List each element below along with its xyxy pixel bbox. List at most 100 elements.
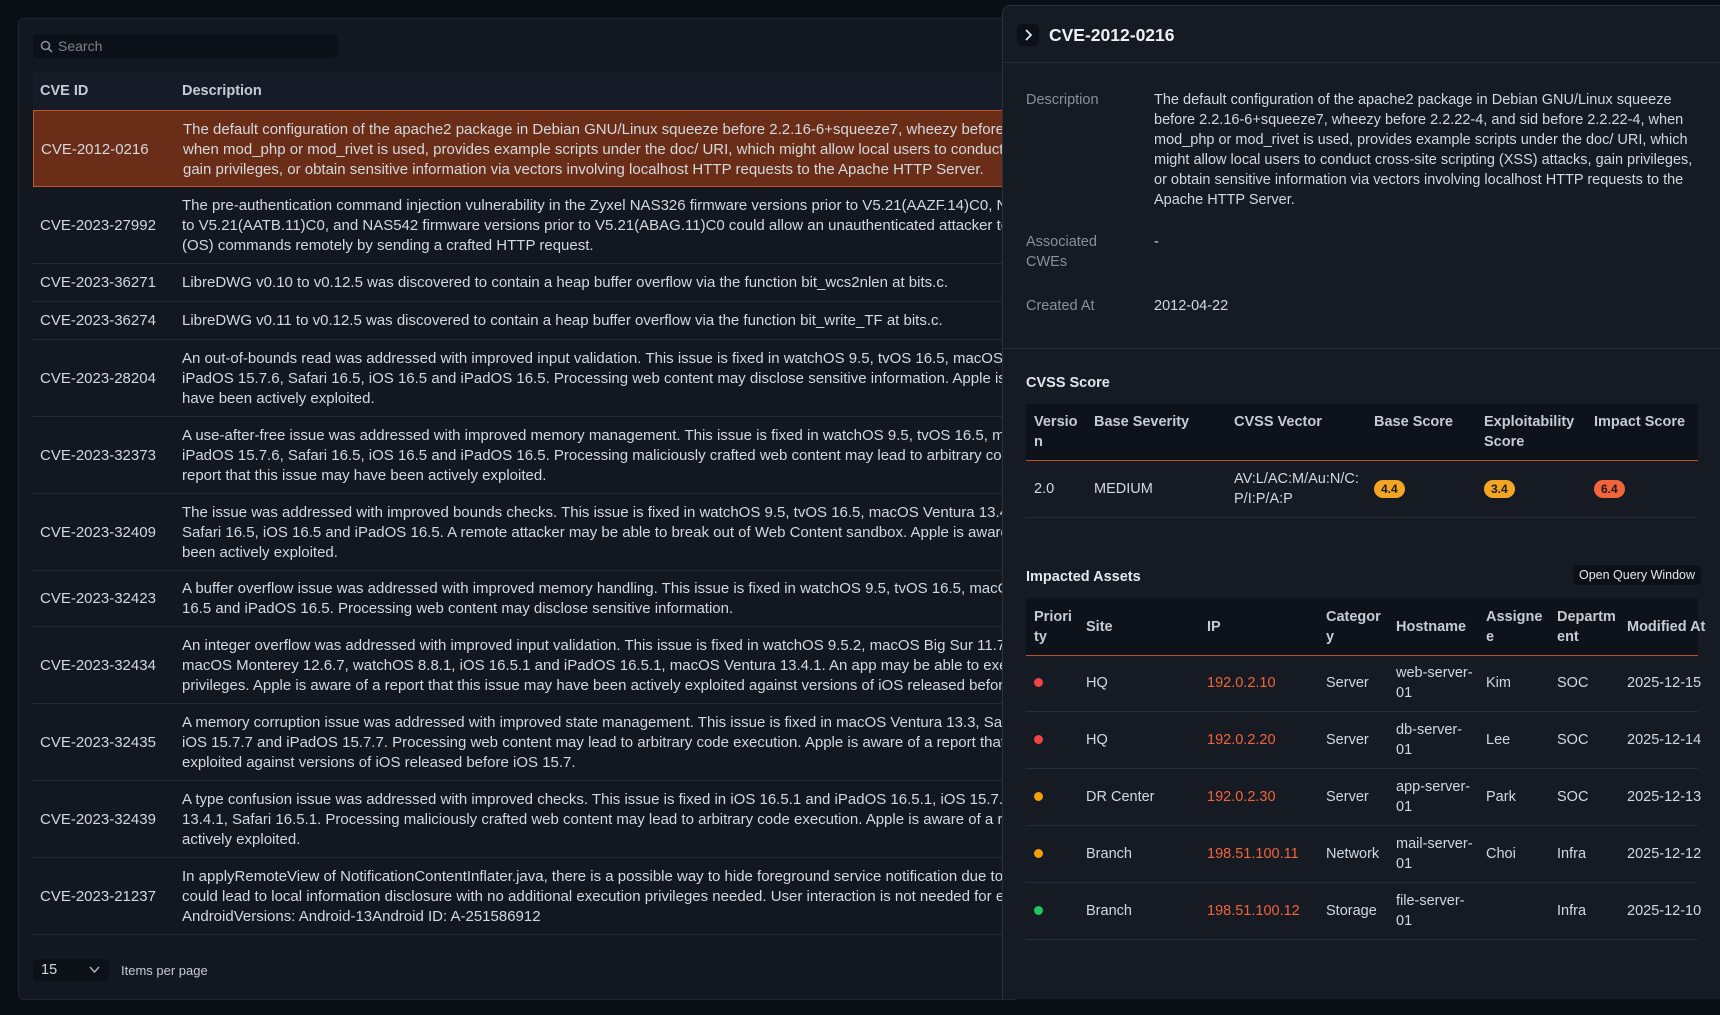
description-line: An integer overflow was addressed with i… xyxy=(182,636,1020,654)
asset-cell: 2025-12-15 xyxy=(1627,675,1702,691)
description-line: exploited against versions of iOS releas… xyxy=(182,753,576,771)
cve-row[interactable]: CVE-2023-36274 LibreDWG v0.11 to v0.12.5 … xyxy=(33,302,1019,340)
row-divider xyxy=(1026,882,1698,883)
assets-header xyxy=(1026,598,1698,656)
asset-cell[interactable]: 192.0.2.30 xyxy=(1207,789,1276,805)
description-line: Safari 16.5, iOS 16.5 and iPadOS 16.5. A… xyxy=(182,523,1020,541)
cve-row[interactable]: CVE-2023-36271 LibreDWG v0.10 to v0.12.5 … xyxy=(33,264,1019,302)
cve-row[interactable]: CVE-2023-32409 The issue was addressed wi… xyxy=(33,494,1020,571)
description-line: been actively exploited. xyxy=(182,543,338,561)
cve-row[interactable]: CVE-2023-28204 An out-of-bounds read was … xyxy=(33,340,1020,417)
table-header: CVE ID Description xyxy=(33,73,1019,111)
description-line: A buffer overflow issue was addressed wi… xyxy=(182,580,1020,597)
search-icon xyxy=(40,40,53,53)
cve-id: CVE-2023-32435 xyxy=(40,733,156,751)
cve-description: The issue was addressed with improved bo… xyxy=(182,503,1020,563)
divider xyxy=(1003,348,1720,349)
chevron-down xyxy=(89,966,100,974)
cve-row[interactable]: CVE-2023-21237 In applyRemoteView of Noti… xyxy=(33,858,1020,935)
asset-column-header: Hostname xyxy=(1396,619,1467,635)
cve-id: CVE-2023-28204 xyxy=(40,369,156,387)
description-line: LibreDWG v0.10 to v0.12.5 was discovered… xyxy=(182,274,948,291)
cve-row[interactable]: CVE-2023-32373 A use-after-free issue was… xyxy=(33,417,1020,494)
cve-description: The pre-authentication command injection… xyxy=(182,196,1020,256)
description-line: to V5.21(AATB.11)C0, and NAS542 firmware… xyxy=(182,216,1020,234)
cve-row[interactable]: CVE-2023-27992 The pre-authentication com… xyxy=(33,187,1020,264)
description-line: (OS) commands remotely by sending a craf… xyxy=(182,236,594,254)
row-divider xyxy=(1026,768,1698,769)
cve-id: CVE-2012-0216 xyxy=(41,140,149,158)
description-line: iPadOS 15.7.6, Safari 16.5, iOS 16.5 and… xyxy=(182,446,1020,464)
cve-list-panel: Search CVE ID Description CVE-2012-0216 Th… xyxy=(18,18,1020,1000)
asset-column-header: Department xyxy=(1557,609,1616,645)
field-label: Created At xyxy=(1026,298,1095,314)
description-line: A memory corruption issue was addressed … xyxy=(182,713,1020,731)
asset-column-header: Category xyxy=(1326,609,1381,645)
open-query-button[interactable]: Open Query Window xyxy=(1573,565,1702,585)
cve-description: A buffer overflow issue was addressed wi… xyxy=(182,579,1020,619)
cve-id: CVE-2023-32434 xyxy=(40,656,156,674)
collapse-button[interactable] xyxy=(1017,24,1039,46)
asset-cell: file-server-01 xyxy=(1396,893,1465,929)
section-title: Impacted Assets xyxy=(1026,569,1141,585)
asset-cell: 2025-12-14 xyxy=(1627,732,1702,748)
asset-cell: Server xyxy=(1326,789,1369,805)
cve-description: An out-of-bounds read was addressed with… xyxy=(182,349,1020,409)
cve-description: In applyRemoteView of NotificationConten… xyxy=(182,867,1020,927)
cve-id: CVE-2023-32423 xyxy=(40,590,156,607)
cvss-column-header: Exploitability Score xyxy=(1484,414,1575,450)
asset-cell: 2025-12-12 xyxy=(1627,846,1702,862)
score-badge: 3.4 xyxy=(1484,480,1515,498)
asset-cell: Storage xyxy=(1326,903,1377,919)
cve-row[interactable]: CVE-2023-32435 A memory corruption issue … xyxy=(33,704,1020,781)
detail-drawer: CVE-2012-0216 Description The default con… xyxy=(1002,5,1720,999)
cve-row[interactable]: CVE-2012-0216 The default configuration o… xyxy=(33,110,1020,187)
row-divider xyxy=(1026,711,1698,712)
column-header: CVE ID xyxy=(40,83,89,99)
cve-description: The default configuration of the apache2… xyxy=(183,120,1020,180)
priority-dot xyxy=(1034,849,1043,858)
asset-column-header: Assignee xyxy=(1486,609,1543,645)
description-line: macOS Monterey 12.6.7, watchOS 8.8.1, iO… xyxy=(182,656,1020,674)
asset-column-header: Priority xyxy=(1034,609,1072,645)
cve-description: LibreDWG v0.11 to v0.12.5 was discovered… xyxy=(182,311,943,331)
description-line: iPadOS 15.7.6, Safari 16.5, iOS 16.5 and… xyxy=(182,369,1020,387)
asset-cell[interactable]: 192.0.2.20 xyxy=(1207,732,1276,748)
asset-cell[interactable]: 198.51.100.12 xyxy=(1207,903,1300,919)
cve-row[interactable]: CVE-2023-32434 An integer overflow was ad… xyxy=(33,627,1020,704)
asset-cell: web-server-01 xyxy=(1396,665,1473,701)
cvss-column-header: CVSS Vector xyxy=(1234,414,1322,430)
asset-cell: HQ xyxy=(1086,732,1108,748)
section-title: CVSS Score xyxy=(1026,375,1110,391)
asset-cell: SOC xyxy=(1557,732,1589,748)
description-line: could lead to local information disclosu… xyxy=(182,887,1020,905)
cve-id: CVE-2023-21237 xyxy=(40,887,156,905)
asset-cell: 2025-12-10 xyxy=(1627,903,1702,919)
search-placeholder: Search xyxy=(58,38,103,54)
cvss-cell: MEDIUM xyxy=(1094,481,1153,497)
cve-row[interactable]: CVE-2023-32439 A type confusion issue was… xyxy=(33,781,1020,858)
asset-cell[interactable]: 198.51.100.11 xyxy=(1207,846,1299,862)
page-size-select[interactable]: 15 xyxy=(33,959,109,981)
asset-cell: mail-server-01 xyxy=(1396,836,1473,872)
cvss-cell: AV:L/AC:M/Au:N/C:P/I:P/A:P xyxy=(1234,471,1359,507)
cvss-header xyxy=(1026,404,1698,461)
asset-cell: db-server-01 xyxy=(1396,722,1463,758)
description-line: The default configuration of the apache2… xyxy=(183,120,1020,138)
asset-cell: HQ xyxy=(1086,675,1108,691)
search-box[interactable]: Search xyxy=(33,34,338,58)
description-line: iOS 15.7.7 and iPadOS 15.7.7. Processing… xyxy=(182,733,1020,751)
field-value: The default configuration of the apache2… xyxy=(1154,92,1693,208)
description-line: A type confusion issue was addressed wit… xyxy=(182,790,1020,808)
asset-cell: Choi xyxy=(1486,846,1516,862)
asset-cell[interactable]: 192.0.2.10 xyxy=(1207,675,1276,691)
field-value: - xyxy=(1154,234,1159,250)
cve-row[interactable]: CVE-2023-32423 A buffer overflow issue wa… xyxy=(33,571,1020,627)
row-divider xyxy=(1026,939,1698,940)
cve-description: A memory corruption issue was addressed … xyxy=(182,713,1020,773)
description-line: 16.5 and iPadOS 16.5. Processing web con… xyxy=(182,600,734,617)
asset-cell: SOC xyxy=(1557,675,1589,691)
cve-description: LibreDWG v0.10 to v0.12.5 was discovered… xyxy=(182,273,948,293)
cve-id: CVE-2023-32373 xyxy=(40,446,156,464)
